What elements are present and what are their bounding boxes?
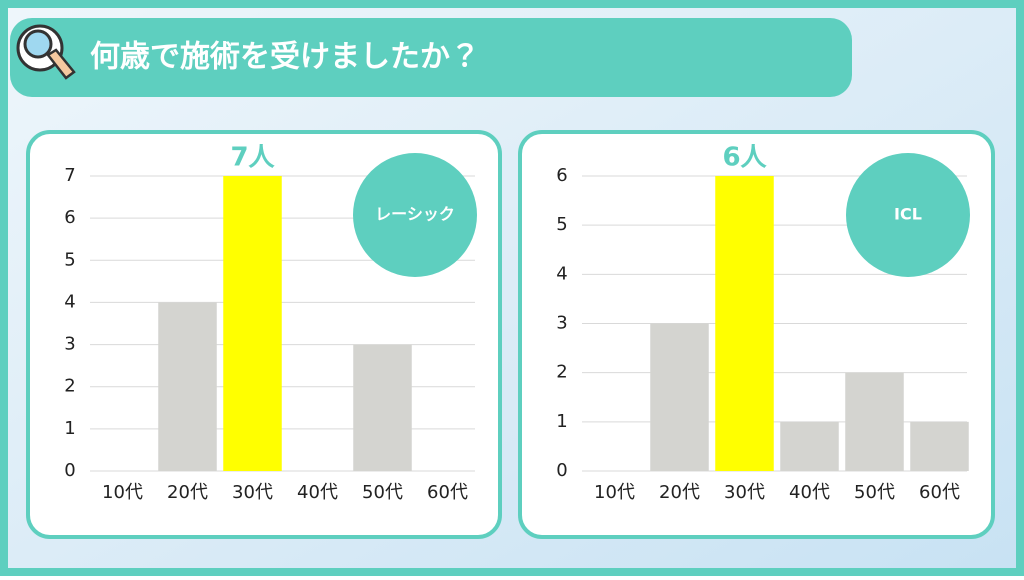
x-tick-label: 30代 (232, 482, 273, 503)
y-tick-label: 4 (556, 263, 567, 284)
bar (650, 323, 709, 471)
y-tick-label: 0 (64, 460, 75, 481)
y-tick-label: 5 (64, 249, 75, 270)
x-tick-label: 50代 (854, 482, 895, 503)
x-tick-label: 20代 (167, 482, 208, 503)
y-tick-label: 2 (556, 362, 567, 383)
y-tick-label: 2 (64, 376, 75, 397)
badge-label: レーシック (375, 205, 455, 224)
y-tick-label: 3 (556, 313, 567, 334)
badge (846, 153, 970, 277)
value-label: 7人 (230, 143, 275, 173)
value-label: 6人 (722, 143, 767, 173)
y-tick-label: 3 (64, 334, 75, 355)
y-tick-label: 4 (64, 291, 75, 312)
x-tick-label: 60代 (427, 482, 468, 503)
y-tick-label: 5 (556, 214, 567, 235)
x-tick-label: 30代 (724, 482, 765, 503)
bar (780, 421, 839, 471)
bar (223, 176, 282, 471)
x-tick-label: 40代 (297, 482, 338, 503)
bar (845, 372, 904, 471)
y-tick-label: 6 (64, 207, 75, 228)
x-tick-label: 20代 (659, 482, 700, 503)
title-bar (10, 18, 852, 97)
x-tick-label: 40代 (789, 482, 830, 503)
y-tick-label: 7 (64, 165, 75, 186)
magnifier-icon (16, 24, 76, 80)
x-tick-label: 50代 (362, 482, 403, 503)
x-tick-label: 10代 (102, 482, 143, 503)
bar (715, 176, 774, 471)
x-tick-label: 60代 (919, 482, 960, 503)
x-tick-label: 10代 (594, 482, 635, 503)
badge-label: ICL (894, 205, 922, 224)
badge (353, 153, 477, 277)
y-tick-label: 1 (556, 411, 567, 432)
y-tick-label: 1 (64, 418, 75, 439)
bar (158, 302, 217, 471)
bar (353, 344, 412, 471)
bar (910, 421, 969, 471)
y-tick-label: 0 (556, 460, 567, 481)
page-title: 何歳で施術を受けましたか？ (90, 40, 480, 75)
y-tick-label: 6 (556, 165, 567, 186)
